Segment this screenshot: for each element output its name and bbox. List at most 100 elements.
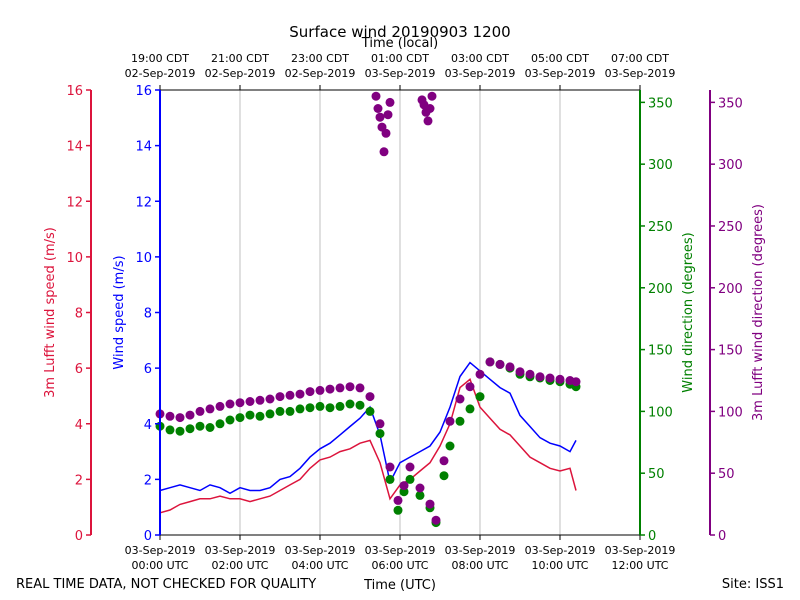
y-tick-label: 100 <box>718 405 743 420</box>
y-axis-label: Wind direction (degrees) <box>681 232 696 392</box>
top-axis-label: Time (local) <box>361 36 438 51</box>
data-point <box>275 392 285 402</box>
x-tick-label: 03-Sep-2019 <box>205 544 276 557</box>
chart-title: Surface wind 20190903 1200 <box>289 23 510 41</box>
data-point <box>381 128 391 138</box>
data-point <box>285 406 295 416</box>
top-tick-label: 07:00 CDT <box>611 52 669 65</box>
data-point <box>225 415 235 425</box>
y-tick-label: 6 <box>75 362 83 377</box>
y-tick-label: 200 <box>648 282 673 297</box>
data-point <box>325 403 335 413</box>
x-tick-label: 00:00 UTC <box>131 559 188 572</box>
data-point <box>255 395 265 405</box>
top-tick-label: 02-Sep-2019 <box>205 67 276 80</box>
data-point <box>485 357 495 367</box>
y-tick-label: 16 <box>66 84 83 99</box>
data-point <box>475 369 485 379</box>
x-tick-label: 04:00 UTC <box>291 559 348 572</box>
data-point <box>305 403 315 413</box>
data-point <box>427 91 437 101</box>
data-point <box>373 104 383 113</box>
y-tick-label: 0 <box>648 529 656 544</box>
data-point <box>185 410 195 420</box>
y-tick-label: 2 <box>144 473 152 488</box>
data-point <box>475 392 485 402</box>
x-tick-label: 03-Sep-2019 <box>125 544 196 557</box>
data-point <box>275 406 285 416</box>
top-tick-label: 02-Sep-2019 <box>285 67 356 80</box>
top-tick-label: 23:00 CDT <box>291 52 349 65</box>
top-tick-label: 01:00 CDT <box>371 52 429 65</box>
y-tick-label: 8 <box>75 307 83 322</box>
data-point <box>175 426 185 436</box>
y-tick-label: 0 <box>718 529 726 544</box>
data-point <box>383 110 393 120</box>
top-tick-label: 03-Sep-2019 <box>365 67 436 80</box>
data-point <box>555 374 565 384</box>
y-tick-label: 50 <box>718 467 735 482</box>
y-tick-label: 50 <box>648 467 665 482</box>
x-tick-label: 10:00 UTC <box>531 559 588 572</box>
x-tick-label: 03-Sep-2019 <box>605 544 676 557</box>
data-point <box>305 387 315 397</box>
data-point <box>405 462 415 472</box>
data-point <box>375 429 385 439</box>
y-tick-label: 4 <box>144 418 152 433</box>
data-point <box>415 483 425 493</box>
data-point <box>355 400 365 410</box>
data-point <box>165 425 175 435</box>
y-tick-label: 12 <box>66 195 83 210</box>
data-point <box>365 392 375 402</box>
x-tick-label: 08:00 UTC <box>451 559 508 572</box>
y-tick-label: 250 <box>718 220 743 235</box>
y-tick-label: 350 <box>718 96 743 111</box>
data-point <box>235 398 245 408</box>
data-point <box>235 413 245 423</box>
top-tick-label: 21:00 CDT <box>211 52 269 65</box>
data-point <box>515 367 525 377</box>
data-point <box>195 421 205 431</box>
data-point <box>439 456 449 466</box>
y-tick-label: 200 <box>718 282 743 297</box>
y-tick-label: 6 <box>144 362 152 377</box>
top-tick-label: 05:00 CDT <box>531 52 589 65</box>
data-point <box>439 471 449 481</box>
data-point <box>245 397 255 406</box>
series-layer <box>155 91 581 528</box>
x-axis-label: Time (UTC) <box>363 578 436 593</box>
data-point <box>365 406 375 416</box>
data-point <box>205 404 215 414</box>
data-point <box>375 419 385 429</box>
data-point <box>505 362 515 372</box>
y-tick-label: 16 <box>135 84 152 99</box>
data-point <box>315 385 325 395</box>
data-point <box>345 399 355 409</box>
vertical-gridlines <box>239 90 561 535</box>
data-point <box>185 424 195 434</box>
data-point <box>385 97 395 107</box>
y-tick-label: 14 <box>135 140 152 155</box>
y-tick-label: 0 <box>144 529 152 544</box>
y-tick-label: 350 <box>648 96 673 111</box>
data-point <box>255 411 265 421</box>
y-axis-label: 3m Lufft wind direction (degrees) <box>751 204 766 421</box>
data-point <box>195 406 205 416</box>
data-point <box>399 481 409 491</box>
data-point <box>165 411 175 421</box>
data-point <box>571 377 581 387</box>
data-point <box>445 416 455 426</box>
y-tick-label: 8 <box>144 307 152 322</box>
data-point <box>431 515 441 525</box>
y-tick-label: 10 <box>66 251 83 266</box>
x-tick-label: 03-Sep-2019 <box>445 544 516 557</box>
data-point <box>455 394 465 404</box>
axes-layer: 03-Sep-2019 00:00 UTC 03-Sep-2019 02:00 UTC… <box>43 52 766 572</box>
data-point <box>375 112 385 122</box>
y-tick-label: 2 <box>75 473 83 488</box>
data-point <box>495 359 505 369</box>
data-point <box>245 410 255 420</box>
data-point <box>393 505 403 515</box>
top-tick-label: 03:00 CDT <box>451 52 509 65</box>
data-point <box>385 462 395 472</box>
